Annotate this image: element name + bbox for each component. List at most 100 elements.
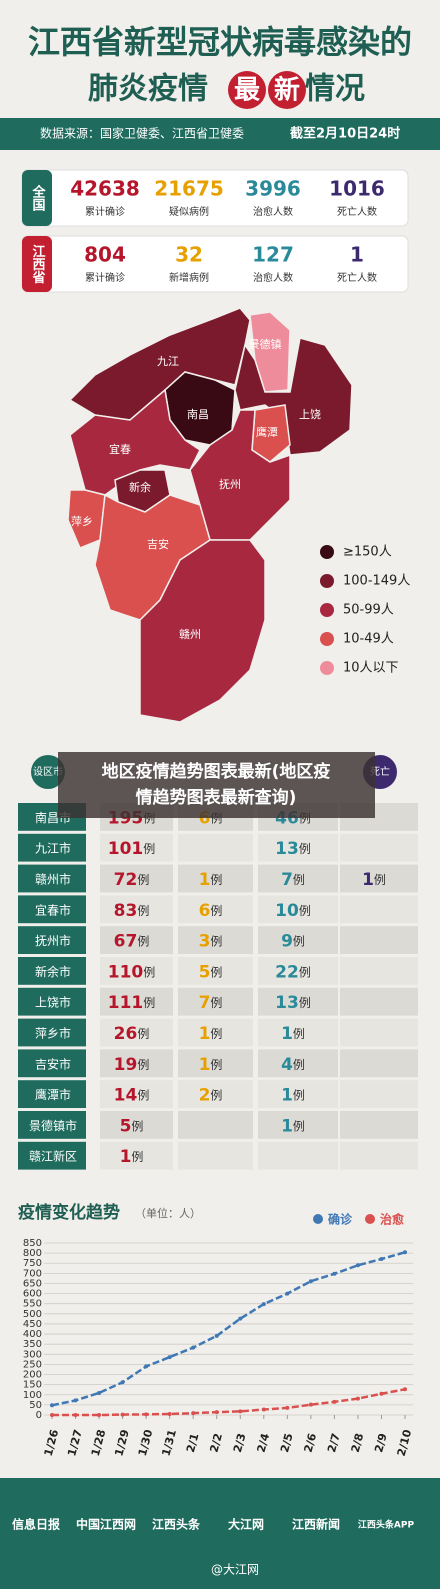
table-cell [178,1018,253,1047]
table-header: 设区市 [33,765,63,778]
table-cell [340,926,418,954]
table-unit: 例 [137,1057,149,1071]
table-number: 1 [199,870,211,890]
summary-label: 治愈人数 [253,271,293,284]
y-tick-label: 800 [23,1248,42,1259]
table-cell [178,987,253,1016]
table-value: 26例 [114,1024,150,1044]
title-line-2a: 肺炎疫情 [88,72,208,107]
map-label: 抚州 [219,477,241,491]
series-point [167,1355,172,1360]
city-name: 抚州市 [35,933,71,948]
footer-band [0,1478,440,1589]
table-unit: 例 [137,934,149,948]
map-label: 新余 [129,480,151,494]
table-cell [258,1111,338,1139]
table-number: 13 [275,839,299,859]
table-cell [258,957,338,985]
series-point [214,1333,219,1338]
map-region [234,337,353,456]
header-badge [31,755,65,789]
legend-label: 10人以下 [343,661,399,676]
table-cell [100,833,173,862]
overlay-box [58,752,375,818]
table-value: 7例 [199,993,223,1013]
map-region [139,539,266,723]
y-tick-label: 550 [23,1299,42,1310]
table-unit: 例 [137,1088,149,1102]
map-label: 鹰潭 [256,425,278,439]
table-unit: 例 [210,965,222,979]
table-cell [258,1018,338,1047]
table-cell [18,926,86,954]
table-unit: 例 [131,1119,143,1133]
table-value: 111例 [108,993,156,1013]
table-cell [178,1111,253,1139]
city-name: 吉安市 [35,1056,71,1071]
y-tick-label: 350 [23,1339,42,1350]
table-unit: 例 [299,842,311,856]
table-value: 13例 [275,839,311,859]
table-value: 5例 [120,1116,144,1136]
legend-dot [313,1214,323,1224]
table-unit: 例 [299,903,311,917]
table-value: 14例 [114,1086,150,1106]
table-number: 4 [281,1055,293,1075]
table-cell [340,833,418,862]
table-number: 1 [120,1147,132,1167]
table-value: 7例 [281,870,305,890]
y-tick-label: 650 [23,1278,42,1289]
table-cell [340,864,418,893]
series-point [144,1364,149,1369]
summary-value: 804 [84,243,126,267]
table-cell [340,1141,418,1170]
series-point [144,1412,149,1417]
summary-label: 新增病例 [169,271,209,284]
table-unit: 例 [131,1150,143,1164]
y-tick-label: 150 [23,1380,42,1391]
y-tick-label: 250 [23,1359,42,1370]
table-value: 3例 [199,932,223,952]
table-value: 1例 [199,1024,223,1044]
table-number: 6 [199,901,211,921]
table-unit: 例 [374,873,386,887]
x-tick-label: 2/3 [231,1432,249,1454]
table-cell [18,957,86,985]
table-unit: 例 [137,903,149,917]
footer-logo: 大江网 [228,1517,264,1532]
table-cell [178,957,253,985]
table-unit: 例 [293,1027,305,1041]
title-highlight: 新 [274,75,300,106]
table-number: 26 [114,1024,138,1044]
legend-swatch [320,603,334,617]
series-point [285,1405,290,1410]
table-cell [100,957,173,985]
table-number: 13 [275,993,299,1013]
summary-value: 1016 [329,177,385,201]
table-cell [100,1018,173,1047]
map-label: 吉安 [147,537,169,551]
table-unit: 例 [137,873,149,887]
legend-label: 100-149人 [343,574,410,589]
table-cell [18,833,86,862]
table-cell [178,895,253,924]
table-value: 19例 [114,1055,150,1075]
table-number: 5 [120,1116,132,1136]
table-value: 22例 [275,962,311,982]
city-name: 宜春市 [35,902,71,917]
map-label: 上饶 [299,408,321,421]
table-number: 6 [199,808,211,828]
city-name: 九江市 [35,841,71,856]
footer-logo: 中国江西网 [76,1517,136,1532]
footer-logo: 江西头条 [152,1517,201,1532]
series-point [355,1396,360,1401]
table-cell [340,987,418,1016]
footer-watermark: @大江网 [211,1563,259,1577]
table-cell [18,987,86,1016]
table-cell [258,987,338,1016]
series-point [308,1279,313,1284]
summary-label: 累计确诊 [85,205,125,218]
table-number: 5 [199,962,211,982]
table-number: 14 [114,1086,138,1106]
series-point [332,1399,337,1404]
